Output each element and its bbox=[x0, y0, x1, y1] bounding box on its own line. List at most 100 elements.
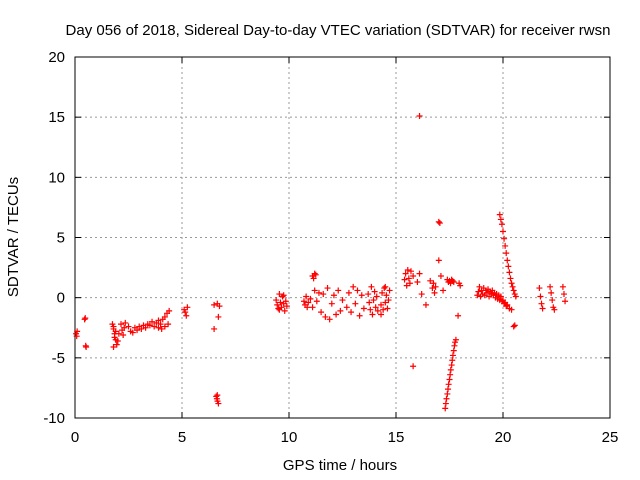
data-point bbox=[547, 283, 554, 290]
data-point bbox=[474, 292, 481, 299]
data-point bbox=[305, 299, 312, 306]
data-point bbox=[120, 331, 127, 338]
data-point bbox=[348, 309, 355, 316]
data-point bbox=[313, 298, 320, 305]
data-point bbox=[407, 268, 414, 275]
data-point bbox=[134, 327, 141, 334]
data-point bbox=[142, 324, 149, 331]
data-point bbox=[378, 311, 385, 318]
data-point bbox=[418, 291, 425, 298]
y-tick-label: -10 bbox=[43, 410, 65, 427]
data-point bbox=[354, 287, 361, 294]
data-point bbox=[343, 304, 350, 311]
data-point bbox=[372, 304, 379, 311]
data-point bbox=[274, 301, 281, 308]
data-point bbox=[510, 287, 517, 294]
data-point bbox=[121, 324, 128, 331]
data-point bbox=[536, 285, 543, 292]
data-point bbox=[503, 250, 510, 257]
x-tick-label: 5 bbox=[178, 429, 186, 446]
x-tick-label: 25 bbox=[602, 429, 619, 446]
data-point bbox=[562, 298, 569, 305]
data-point bbox=[366, 299, 373, 306]
data-point bbox=[445, 381, 452, 388]
data-point bbox=[442, 400, 449, 407]
y-tick-label: 0 bbox=[57, 290, 65, 307]
data-point bbox=[155, 317, 162, 324]
data-point bbox=[114, 337, 121, 344]
data-point bbox=[448, 362, 455, 369]
data-point bbox=[440, 287, 447, 294]
data-point bbox=[382, 299, 389, 306]
data-point bbox=[498, 221, 505, 228]
data-point bbox=[449, 277, 456, 284]
x-tick-label: 0 bbox=[71, 429, 79, 446]
data-point bbox=[320, 291, 327, 298]
x-tick-label: 10 bbox=[281, 429, 298, 446]
data-point bbox=[367, 306, 374, 313]
data-point bbox=[166, 307, 173, 314]
data-point bbox=[455, 312, 462, 319]
data-point bbox=[304, 304, 311, 311]
data-point bbox=[537, 293, 544, 300]
data-point bbox=[110, 323, 117, 330]
data-point bbox=[111, 334, 118, 341]
data-point bbox=[149, 318, 156, 325]
data-point bbox=[475, 288, 482, 295]
data-point bbox=[512, 293, 519, 300]
data-point bbox=[502, 242, 509, 249]
data-point bbox=[368, 283, 375, 290]
data-point bbox=[402, 270, 409, 277]
data-point bbox=[182, 309, 189, 316]
data-point bbox=[442, 405, 449, 412]
data-point bbox=[211, 301, 218, 308]
data-point bbox=[432, 283, 439, 290]
data-point bbox=[511, 322, 518, 329]
data-point bbox=[122, 319, 129, 326]
data-point bbox=[318, 309, 325, 316]
data-point bbox=[483, 289, 490, 296]
data-point bbox=[115, 330, 122, 337]
data-point bbox=[277, 299, 284, 306]
data-point bbox=[146, 322, 153, 329]
data-point bbox=[476, 283, 483, 290]
y-axis-label: SDTVAR / TECUs bbox=[5, 177, 22, 297]
data-point bbox=[497, 293, 504, 300]
data-point bbox=[381, 285, 388, 292]
data-point bbox=[371, 288, 378, 295]
data-point bbox=[333, 311, 340, 318]
data-point bbox=[322, 313, 329, 320]
data-point bbox=[435, 218, 442, 225]
data-point bbox=[378, 301, 385, 308]
data-point bbox=[74, 328, 81, 335]
data-point bbox=[303, 293, 310, 300]
data-point bbox=[161, 323, 168, 330]
data-point bbox=[307, 295, 314, 302]
data-point bbox=[365, 291, 372, 298]
data-point bbox=[315, 289, 322, 296]
data-point bbox=[504, 301, 511, 308]
data-point bbox=[379, 289, 386, 296]
data-point bbox=[165, 321, 172, 328]
data-point bbox=[328, 300, 335, 307]
y-axis: -10 -5 0 5 10 15 20 bbox=[43, 49, 610, 427]
data-point bbox=[352, 300, 359, 307]
data-point bbox=[414, 279, 421, 286]
data-point bbox=[403, 282, 410, 289]
data-point bbox=[281, 307, 288, 314]
data-point bbox=[330, 292, 337, 299]
data-point bbox=[215, 313, 222, 320]
data-point bbox=[405, 275, 412, 282]
y-tick-label: 15 bbox=[48, 109, 65, 126]
data-point bbox=[311, 270, 318, 277]
x-tick-label: 15 bbox=[388, 429, 405, 446]
data-points bbox=[73, 112, 569, 412]
data-point bbox=[184, 304, 191, 311]
data-point bbox=[559, 283, 566, 290]
data-point bbox=[383, 292, 390, 299]
data-point bbox=[510, 323, 517, 330]
data-point bbox=[410, 273, 417, 280]
data-point bbox=[161, 313, 168, 320]
data-point bbox=[508, 306, 515, 313]
